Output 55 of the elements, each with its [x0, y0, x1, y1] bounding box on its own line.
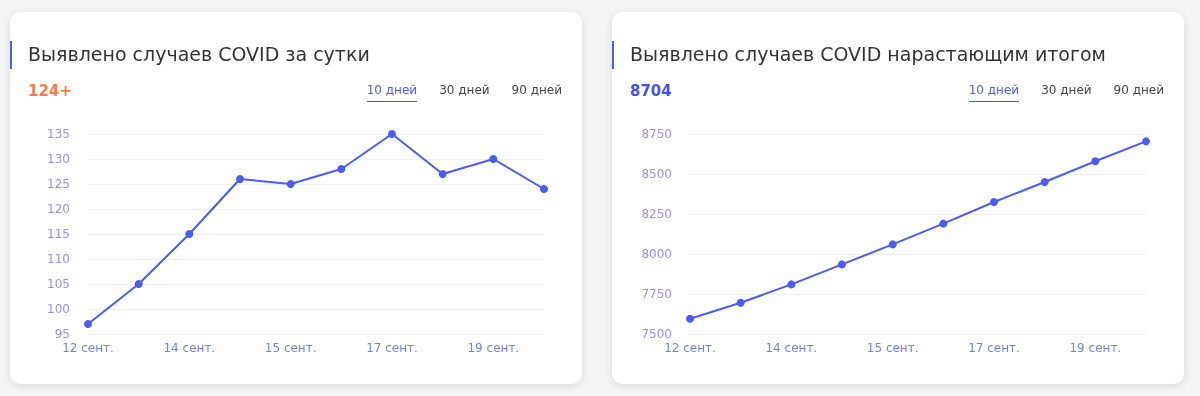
point: [990, 198, 998, 206]
x-tick-label: 19 сент.: [467, 341, 520, 355]
y-tick-label: 8500: [641, 167, 672, 181]
y-tick-label: 95: [54, 327, 70, 341]
text: 30 дней: [1041, 83, 1092, 99]
point: [185, 230, 194, 238]
x-tick-label: 15 сент.: [264, 341, 317, 355]
y-tick-label: 130: [47, 152, 70, 166]
y-tick-label: 110: [47, 252, 70, 266]
x-tick-label: 17 сент.: [968, 341, 1020, 355]
x-tick-label: 19 сент.: [1069, 341, 1122, 355]
y-tick-label: 8750: [641, 127, 672, 141]
point: [337, 165, 346, 173]
y-tick-label: 125: [47, 177, 70, 191]
point: [286, 180, 295, 188]
y-tick-label: 7500: [641, 327, 672, 341]
y-tick-label: 8250: [641, 207, 672, 221]
y-tick-label: 115: [47, 227, 70, 241]
point: [939, 219, 948, 228]
x-tick-label: 14 сент.: [765, 341, 818, 355]
chart-subtitle: 8704: [630, 82, 672, 100]
point: [1142, 137, 1150, 146]
text: 10 дней: [366, 83, 418, 102]
point: [787, 280, 796, 289]
text: 90 дней: [1113, 83, 1164, 99]
x-tick-label: 12 сент.: [664, 341, 716, 355]
chart-title: Выявлено случаев COVID за сутки: [28, 43, 370, 65]
x-tick-label: 15 сент.: [866, 341, 919, 355]
chart-title: Выявлено случаев COVID нарастающим итогом: [630, 43, 1106, 65]
y-tick-label: 8000: [641, 247, 672, 261]
point: [686, 314, 694, 323]
y-tick-label: 105: [47, 277, 70, 291]
y-tick-label: 135: [47, 127, 70, 141]
point: [438, 170, 447, 178]
y-tick-label: 7750: [641, 287, 672, 301]
point: [134, 280, 143, 288]
x-tick-label: 14 сент.: [163, 341, 216, 355]
y-tick-label: 100: [47, 302, 70, 316]
text: 30 дней: [439, 83, 490, 99]
point: [489, 155, 498, 163]
chart-subtitle: 124+: [28, 82, 72, 100]
point: [84, 320, 92, 328]
point: [838, 260, 846, 269]
point: [388, 130, 396, 138]
point: [540, 185, 548, 193]
text: 10 дней: [968, 83, 1020, 102]
x-tick-label: 17 сент.: [366, 341, 418, 355]
point: [236, 175, 244, 183]
text: 90 дней: [511, 83, 562, 99]
point: [888, 240, 897, 249]
y-tick-label: 120: [47, 202, 70, 216]
x-tick-label: 12 сент.: [62, 341, 114, 355]
point: [1091, 157, 1100, 166]
point: [736, 298, 745, 307]
point: [1040, 178, 1049, 186]
